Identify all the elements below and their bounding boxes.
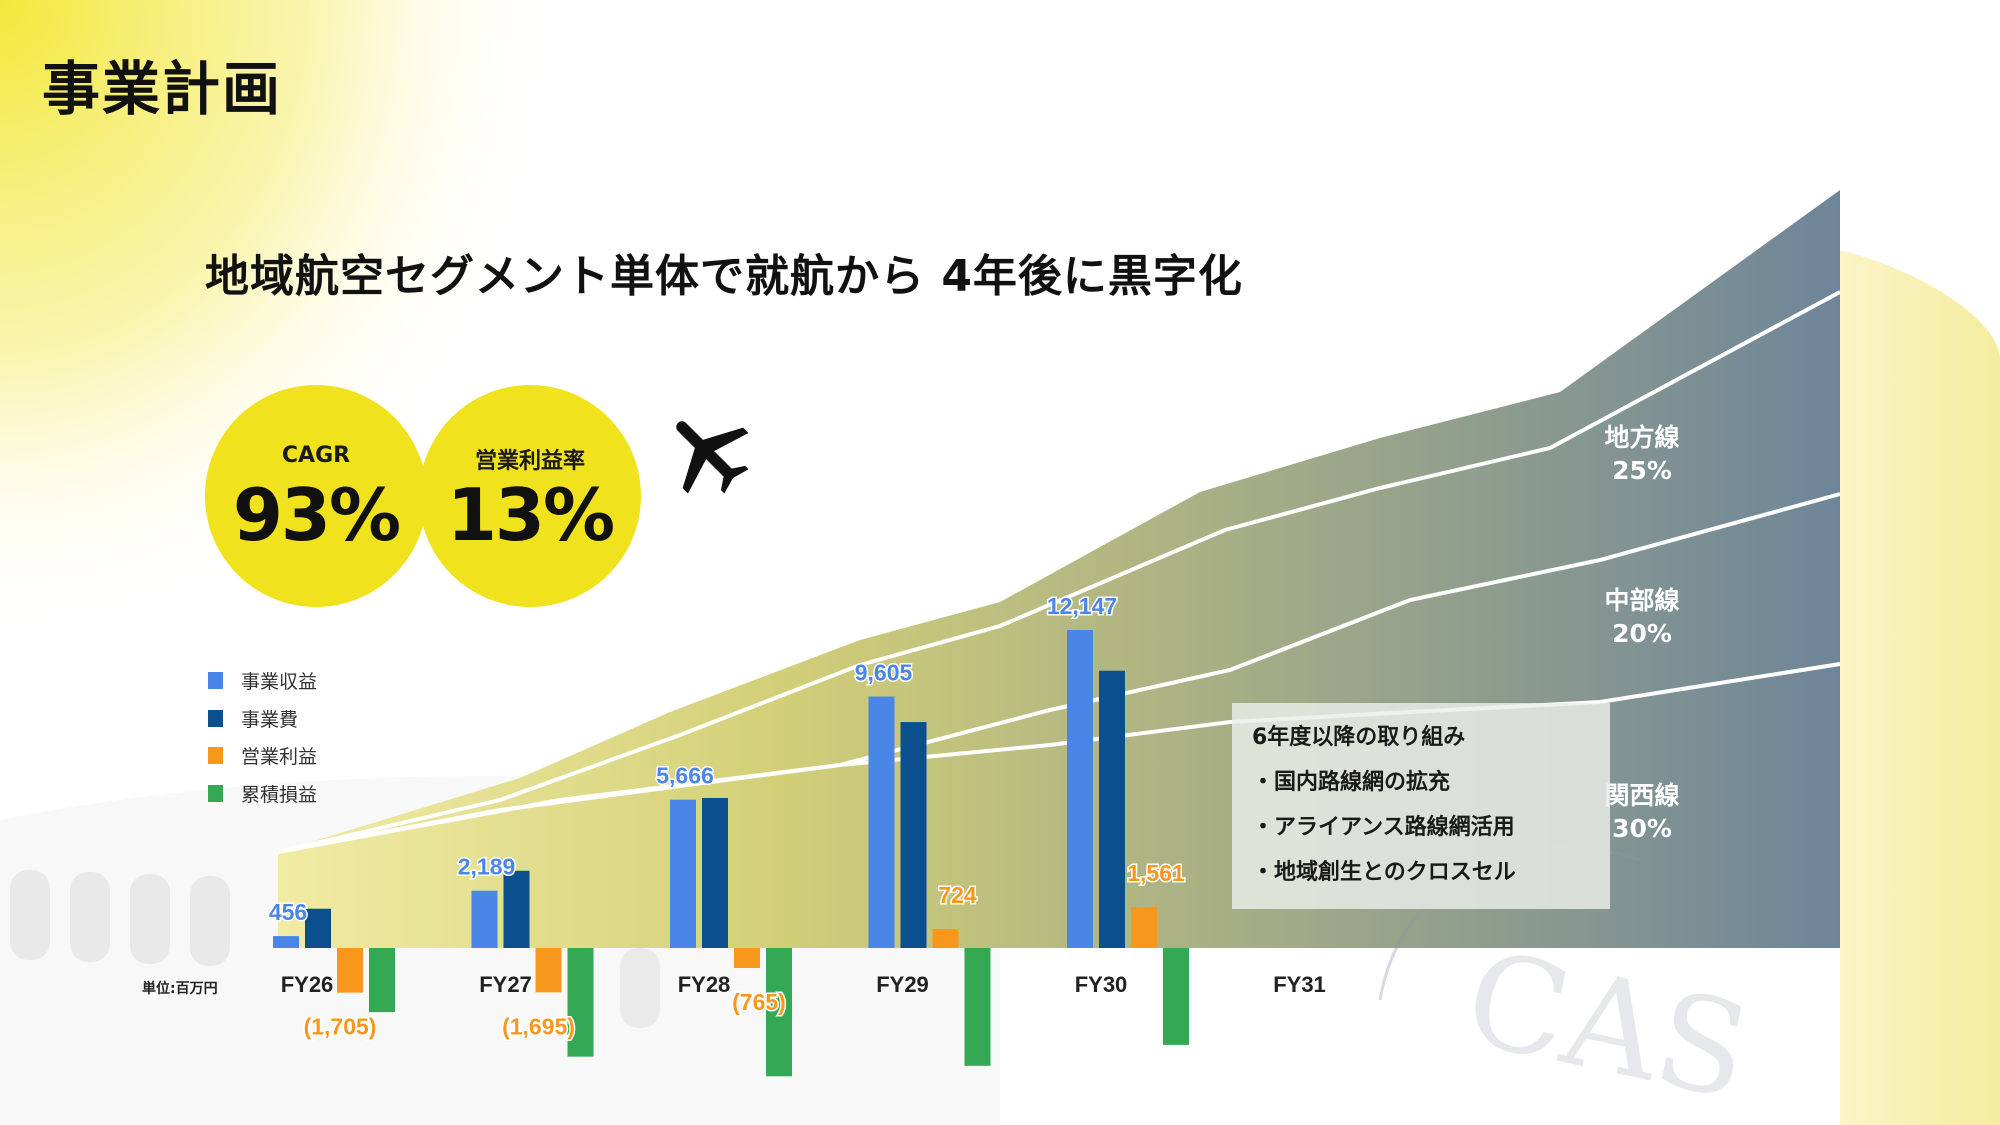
initiative-item: ・国内路線網の拡充 [1252, 770, 1451, 795]
bar-営業利益-FY28 [734, 948, 760, 969]
bar-事業費-FY27 [503, 870, 530, 948]
legend-item-expense: 事業費 [208, 700, 317, 738]
bar-事業収益-FY30 [1067, 630, 1093, 948]
bar-事業収益-FY29 [868, 696, 895, 948]
data-label-revenue: 5,666 [656, 763, 714, 789]
bar-事業収益-FY26 [273, 936, 299, 948]
x-tick-label: FY26 [281, 972, 334, 997]
bar-営業利益-FY30 [1131, 907, 1157, 948]
legend-item-operating-profit: 営業利益 [208, 737, 317, 775]
legend-swatch [208, 709, 223, 727]
segment-label-chiho: 地方線 25% [1572, 421, 1712, 487]
legend-item-cumulative: 累積損益 [208, 775, 317, 813]
legend-label: 事業費 [241, 708, 299, 731]
bar-累積損益-FY27 [567, 948, 594, 1057]
segment-label-chubu: 中部線 20% [1572, 584, 1712, 650]
initiatives-title: 6年度以降の取り組み [1252, 725, 1466, 750]
data-label-operating-profit: (1,705) [304, 1014, 377, 1040]
bar-累積損益-FY29 [964, 948, 991, 1066]
x-tick-label: FY28 [678, 972, 731, 997]
x-tick-label: FY30 [1075, 972, 1128, 997]
headline: 地域航空セグメント単体で就航から 4年後に黒字化 [205, 251, 1243, 302]
bar-事業収益-FY28 [670, 799, 696, 948]
kpi-label: CAGR [281, 443, 351, 468]
data-label-operating-profit: 724 [938, 882, 977, 908]
chart-legend: 事業収益 事業費 営業利益 累積損益 [208, 662, 317, 812]
page-title: 事業計画 [42, 55, 283, 123]
data-label-revenue: 9,605 [855, 660, 913, 686]
initiatives-box: 6年度以降の取り組み ・国内路線網の拡充 ・アライアンス路線網活用 ・地域創生と… [1232, 703, 1610, 909]
bar-累積損益-FY28 [766, 948, 792, 1077]
kpi-operating-margin: 営業利益率 13% [419, 385, 641, 607]
bar-営業利益-FY27 [535, 948, 562, 993]
x-tick-label: FY27 [479, 972, 532, 997]
data-label-revenue: 12,147 [1047, 593, 1117, 619]
data-label-operating-profit: 1,561 [1127, 860, 1185, 886]
legend-swatch [208, 784, 223, 802]
bar-累積損益-FY30 [1163, 948, 1189, 1045]
legend-swatch [208, 672, 223, 690]
segment-name: 関西線 [1604, 781, 1680, 810]
bar-事業費-FY28 [702, 797, 728, 948]
data-label-revenue: 456 [269, 899, 307, 925]
segment-share: 20% [1612, 619, 1672, 648]
legend-label: 事業収益 [241, 671, 318, 694]
segment-label-kansai: 関西線 30% [1572, 779, 1712, 845]
kpi-value: 13% [446, 473, 615, 557]
segment-share: 25% [1612, 456, 1672, 485]
initiative-item: ・地域創生とのクロスセル [1252, 860, 1516, 885]
legend-swatch [208, 747, 223, 765]
bar-営業利益-FY29 [932, 929, 959, 948]
x-tick-label: FY31 [1273, 972, 1326, 997]
x-tick-label: FY29 [876, 972, 929, 997]
data-label-revenue: 2,189 [458, 854, 516, 880]
bar-営業利益-FY26 [337, 948, 363, 993]
legend-label: 累積損益 [241, 783, 318, 806]
segment-share: 30% [1612, 814, 1672, 843]
kpi-label: 営業利益率 [474, 449, 585, 474]
legend-item-revenue: 事業収益 [208, 662, 317, 700]
unit-label: 単位:百万円 [142, 981, 218, 997]
segment-name: 中部線 [1604, 586, 1680, 615]
bar-事業費-FY26 [305, 908, 331, 948]
legend-label: 営業利益 [241, 746, 318, 769]
bar-事業費-FY30 [1099, 670, 1125, 948]
kpi-cagr: CAGR 93% [205, 385, 427, 607]
bar-累積損益-FY26 [369, 948, 395, 1013]
bar-事業収益-FY27 [471, 890, 498, 948]
kpi-value: 93% [232, 473, 401, 557]
bar-事業費-FY29 [900, 722, 927, 948]
airplane-icon [676, 421, 749, 494]
segment-name: 地方線 [1604, 423, 1680, 452]
initiative-item: ・アライアンス路線網活用 [1252, 815, 1515, 840]
data-label-operating-profit: (1,695) [502, 1013, 575, 1039]
data-label-operating-profit: (765) [732, 989, 786, 1015]
